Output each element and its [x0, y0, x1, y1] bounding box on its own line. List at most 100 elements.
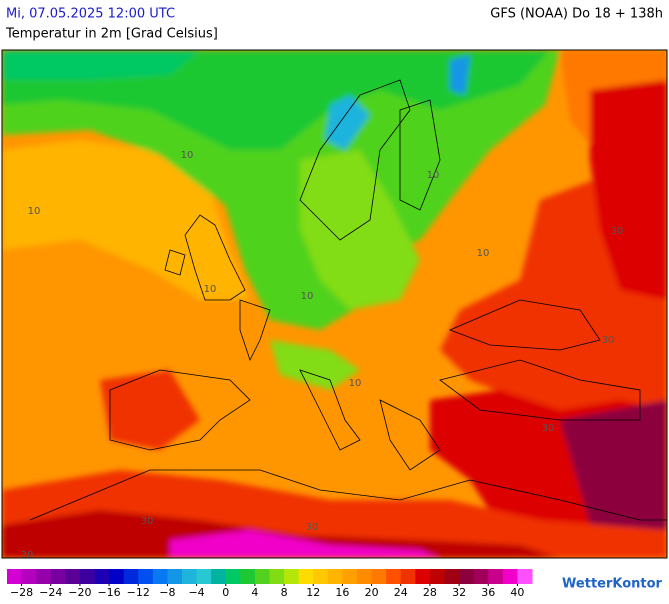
coastline — [439, 359, 641, 421]
coastlines — [29, 79, 667, 521]
colorbar-swatch — [269, 569, 285, 584]
colorbar-tick-label: 12 — [306, 586, 320, 599]
field — [2, 50, 200, 80]
colorbar-swatch — [284, 569, 300, 584]
map-frame — [1, 49, 668, 559]
colorbar-swatch — [240, 569, 256, 584]
contour-label: 10 — [427, 170, 440, 181]
field — [2, 140, 250, 300]
colorbar-tick-label: −20 — [68, 586, 91, 599]
temperature-fields — [2, 50, 667, 558]
contour-label: 30 — [542, 423, 555, 434]
colorbar-tick-label: 36 — [481, 586, 495, 599]
colorbar-swatch — [415, 569, 431, 584]
coastline — [448, 299, 601, 351]
colorbar-tick-label: −12 — [127, 586, 150, 599]
contour-label: 30 — [141, 516, 154, 527]
colorbar-swatch — [138, 569, 154, 584]
field — [100, 370, 200, 450]
colorbar-tick-label: 32 — [452, 586, 466, 599]
colorbar-swatch — [7, 569, 23, 584]
field — [300, 150, 420, 310]
logo: WetterKontor — [562, 577, 663, 592]
contour-label: 10 — [301, 291, 314, 302]
colorbar-tick-label: 8 — [281, 586, 288, 599]
colorbar-tick-label: −4 — [188, 586, 204, 599]
colorbar-swatch — [152, 569, 168, 584]
colorbar-swatch — [182, 569, 198, 584]
field — [325, 95, 370, 150]
colorbar-tick-label: 24 — [394, 586, 408, 599]
contour-label: 30 — [306, 522, 319, 533]
colorbar-tick-label: −16 — [97, 586, 120, 599]
field — [270, 340, 360, 390]
coastline — [184, 214, 246, 301]
map-title: Temperatur in 2m [Grad Celsius] — [5, 27, 218, 42]
model-label: GFS (NOAA) Do 18 + 138h — [490, 7, 663, 22]
coastline — [299, 79, 411, 241]
colorbar-swatch — [65, 569, 81, 584]
contour-label: 30 — [611, 226, 624, 237]
contour-labels: 10 10 10 10 10 10 10 30 30 30 30 30 30 — [21, 150, 624, 561]
coastline — [109, 369, 251, 451]
contour-label: 10 — [477, 248, 490, 259]
colorbar-swatch — [357, 569, 373, 584]
field — [450, 55, 470, 95]
colorbar-swatch — [167, 569, 183, 584]
field — [560, 400, 667, 558]
colorbar-swatch — [488, 569, 504, 584]
colorbar-swatch — [429, 569, 445, 584]
colorbar: −28 −24 −20 −16 −12 −8 −4 0 4 8 12 16 20 24 28 32 36 40 — [7, 569, 533, 599]
coastline — [29, 469, 667, 521]
colorbar-swatch — [342, 569, 358, 584]
date-label: Mi, 07.05.2025 12:00 UTC — [6, 7, 175, 22]
colorbar-swatch — [459, 569, 475, 584]
temperature-map: 10 10 10 10 10 10 10 30 30 30 30 30 30 — [2, 50, 667, 561]
colorbar-tick-label: −24 — [39, 586, 62, 599]
colorbar-swatch — [386, 569, 402, 584]
colorbar-swatch — [298, 569, 314, 584]
colorbar-swatch — [444, 569, 460, 584]
contour-label: 30 — [21, 550, 34, 561]
coastline — [379, 399, 441, 471]
colorbar-swatch — [371, 569, 387, 584]
colorbar-tick-label: 28 — [423, 586, 437, 599]
colorbar-swatch — [254, 569, 270, 584]
colorbar-tick-label: 0 — [222, 586, 229, 599]
colorbar-swatch — [400, 569, 416, 584]
colorbar-swatch — [313, 569, 329, 584]
colorbar-tick-label: 40 — [510, 586, 524, 599]
colorbar-tick-label: 20 — [365, 586, 379, 599]
colorbar-swatch — [123, 569, 139, 584]
colorbar-swatch — [211, 569, 227, 584]
colorbar-swatch — [473, 569, 489, 584]
colorbar-swatch — [36, 569, 52, 584]
colorbar-tick-label: 16 — [335, 586, 349, 599]
colorbar-swatch — [502, 569, 518, 584]
colorbar-swatch — [517, 569, 533, 584]
coastline — [399, 99, 441, 211]
contour-label: 10 — [349, 378, 362, 389]
coastline — [299, 369, 361, 451]
coastline — [164, 249, 186, 276]
colorbar-tick-label: −8 — [159, 586, 175, 599]
colorbar-swatch — [225, 569, 241, 584]
contour-label: 10 — [28, 206, 41, 217]
colorbar-tick-label: −28 — [10, 586, 33, 599]
colorbar-swatch — [109, 569, 125, 584]
contour-label: 30 — [602, 335, 615, 346]
field — [170, 530, 440, 558]
colorbar-swatch — [196, 569, 212, 584]
field — [2, 50, 560, 330]
colorbar-tick-label: 4 — [251, 586, 258, 599]
colorbar-swatch — [94, 569, 110, 584]
colorbar-swatch — [327, 569, 343, 584]
colorbar-swatch — [50, 569, 66, 584]
contour-label: 10 — [181, 150, 194, 161]
contour-label: 10 — [204, 284, 217, 295]
colorbar-swatch — [21, 569, 37, 584]
coastline — [239, 299, 271, 362]
colorbar-swatch — [79, 569, 95, 584]
field — [590, 80, 667, 300]
